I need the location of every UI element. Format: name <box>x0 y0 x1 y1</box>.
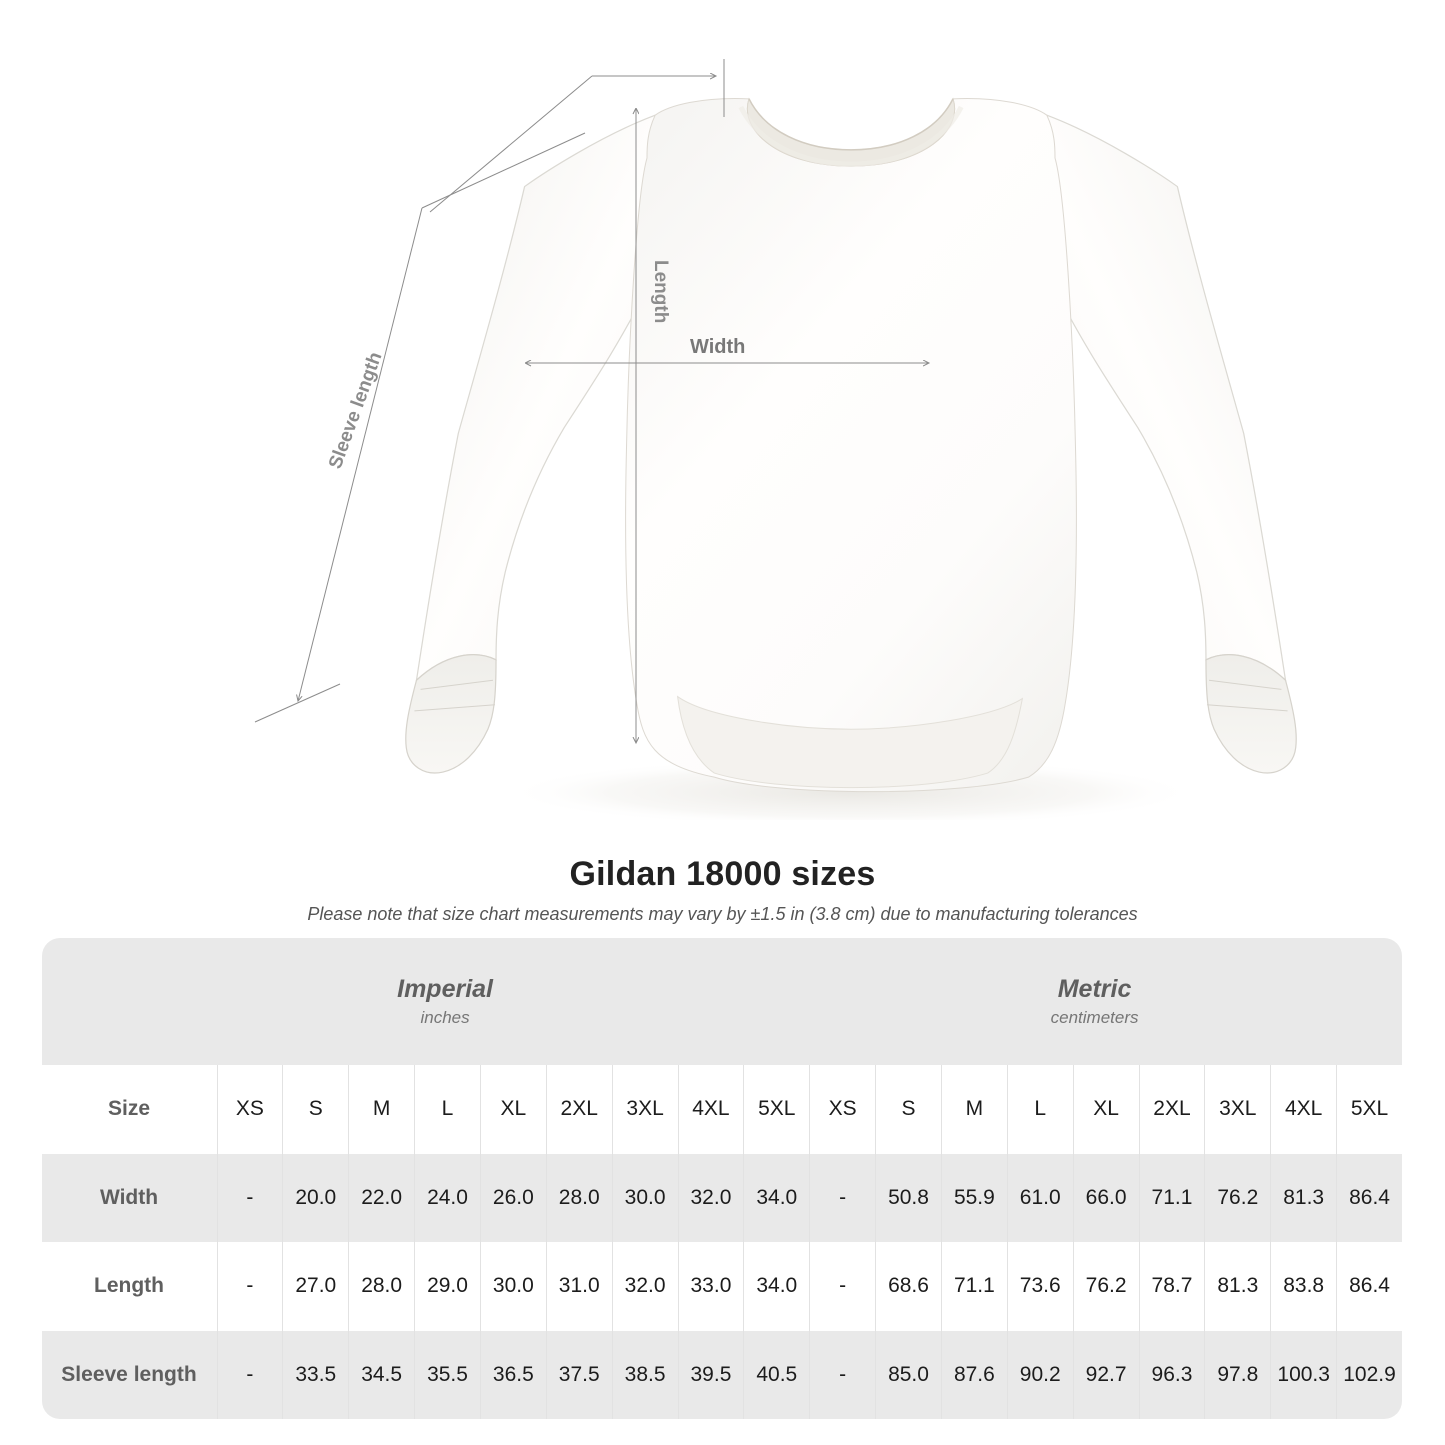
svg-text:Length: Length <box>650 260 671 323</box>
svg-text:Sleeve length: Sleeve length <box>325 349 387 471</box>
svg-text:Width: Width <box>690 336 745 358</box>
